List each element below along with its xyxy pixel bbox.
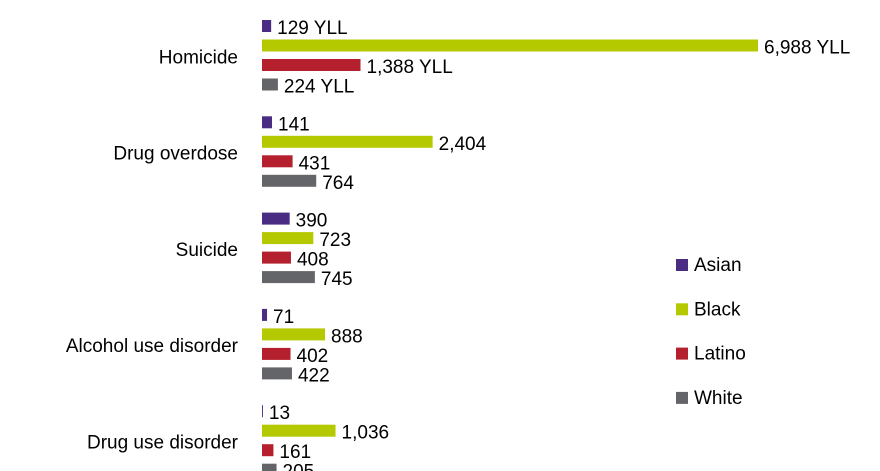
bar xyxy=(262,232,314,245)
bar xyxy=(262,367,292,380)
value-label: 1,036 xyxy=(342,423,390,444)
value-label: 205 xyxy=(283,462,315,471)
value-label: 402 xyxy=(297,346,329,367)
bar xyxy=(262,20,272,32)
bar xyxy=(262,444,274,457)
bar xyxy=(262,174,317,187)
bar xyxy=(262,135,433,148)
value-label: 2,404 xyxy=(439,134,487,155)
value-label: 888 xyxy=(331,326,363,347)
value-label: 224 YLL xyxy=(284,77,354,98)
legend-swatch xyxy=(676,259,688,271)
bar xyxy=(262,405,263,418)
bar xyxy=(262,78,278,91)
bar xyxy=(262,155,293,168)
bar xyxy=(262,424,336,437)
bar xyxy=(262,116,273,129)
category-label: Suicide xyxy=(176,240,238,261)
category-label: Homicide xyxy=(159,47,238,68)
value-label: 161 xyxy=(279,442,311,463)
value-label: 6,988 YLL xyxy=(764,38,850,59)
value-label: 390 xyxy=(296,211,328,232)
value-label: 723 xyxy=(319,230,351,251)
bar xyxy=(262,328,326,341)
legend-label: Latino xyxy=(694,344,746,365)
legend-label: Asian xyxy=(694,255,742,276)
category-label: Drug overdose xyxy=(113,144,238,165)
legend-swatch xyxy=(676,391,688,404)
value-label: 129 YLL xyxy=(277,18,347,39)
value-label: 764 xyxy=(322,173,354,194)
bar xyxy=(262,39,758,52)
category-label: Drug use disorder xyxy=(87,432,239,453)
value-label: 1,388 YLL xyxy=(367,57,453,78)
legend-label: Black xyxy=(694,299,741,320)
value-label: 408 xyxy=(297,250,329,271)
bar xyxy=(262,59,361,71)
bar xyxy=(262,271,315,284)
legend-swatch xyxy=(676,303,688,316)
bar xyxy=(262,251,291,264)
legend-label: White xyxy=(694,388,743,409)
bar xyxy=(262,347,291,360)
value-label: 422 xyxy=(298,365,330,386)
value-label: 431 xyxy=(299,153,331,174)
bar xyxy=(262,308,268,321)
value-label: 745 xyxy=(321,269,353,290)
bar xyxy=(262,212,290,225)
value-label: 13 xyxy=(269,403,290,424)
bar xyxy=(262,463,277,471)
value-label: 71 xyxy=(273,307,294,328)
category-label: Alcohol use disorder xyxy=(66,336,239,357)
value-label: 141 xyxy=(278,114,310,135)
legend-swatch xyxy=(676,347,688,360)
